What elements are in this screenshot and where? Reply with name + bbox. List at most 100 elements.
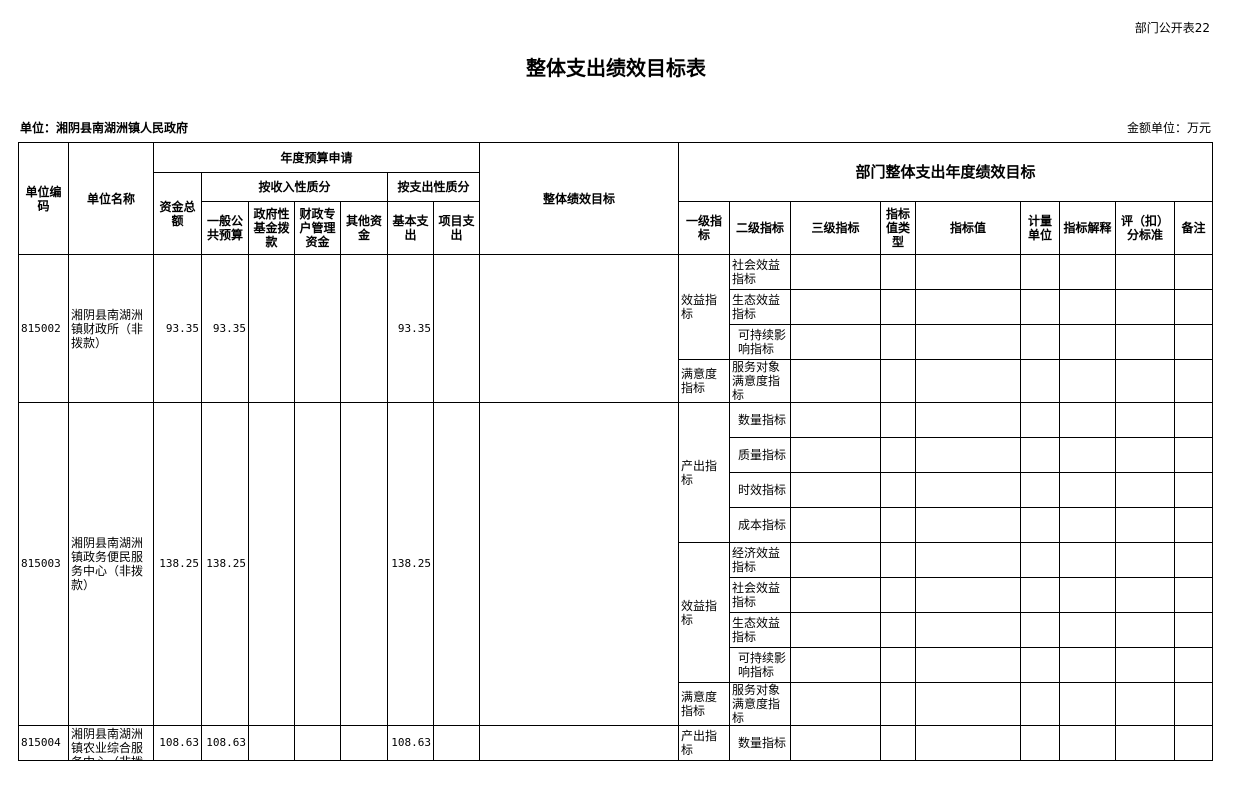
score-standard bbox=[1115, 289, 1176, 325]
header-name: 单位名称 bbox=[68, 142, 154, 255]
remark bbox=[1174, 612, 1214, 648]
indicator-value bbox=[915, 682, 1022, 726]
other-fund bbox=[340, 725, 388, 761]
value-type bbox=[880, 359, 917, 403]
indicator-explain bbox=[1059, 577, 1117, 613]
value-type bbox=[880, 507, 917, 543]
score-standard bbox=[1115, 542, 1176, 578]
lvl2-indicator: 社会效益指标 bbox=[729, 254, 792, 290]
table-row: 815002 湘阴县南湖洲镇财政所（非拨款） 93.35 93.35 93.35 效益指标… bbox=[18, 254, 1214, 403]
remark bbox=[1174, 472, 1214, 508]
header-special: 财政专户管理资金 bbox=[294, 201, 341, 255]
value-type bbox=[880, 542, 917, 578]
score-standard bbox=[1115, 507, 1176, 543]
lvl3-indicator bbox=[790, 647, 882, 683]
basic-expense: 138.25 bbox=[387, 402, 434, 726]
lvl3-indicator bbox=[790, 289, 882, 325]
lvl3-indicator bbox=[790, 359, 882, 403]
value-type bbox=[880, 402, 917, 438]
lvl3-indicator bbox=[790, 472, 882, 508]
measure-unit bbox=[1020, 289, 1061, 325]
lvl1-indicator: 效益指标 bbox=[678, 542, 731, 683]
value-type bbox=[880, 612, 917, 648]
remark bbox=[1174, 359, 1214, 403]
indicator-explain bbox=[1059, 507, 1117, 543]
header-lvl2: 二级指标 bbox=[729, 201, 792, 255]
value-type bbox=[880, 682, 917, 726]
indicator-value bbox=[915, 647, 1022, 683]
lvl2-indicator: 时效指标 bbox=[729, 472, 792, 508]
header-budget: 年度预算申请 bbox=[152, 142, 481, 173]
score-standard bbox=[1115, 402, 1176, 438]
table-row: 生态效益指标 bbox=[19, 612, 1214, 648]
remark bbox=[1174, 542, 1214, 578]
overall-goal bbox=[479, 725, 680, 761]
total-amount: 108.63 bbox=[153, 725, 202, 761]
unit-name: 湘阴县南湖洲镇农业综合服务中心（非拨款） bbox=[68, 725, 154, 761]
measure-unit bbox=[1020, 577, 1061, 613]
overall-goal bbox=[479, 402, 680, 726]
value-type bbox=[880, 472, 917, 508]
indicator-explain bbox=[1059, 472, 1117, 508]
lvl3-indicator bbox=[790, 542, 882, 578]
indicator-value bbox=[915, 542, 1022, 578]
special-fund bbox=[294, 725, 341, 761]
table-row: 满意度指标 服务对象满意度指标 bbox=[19, 682, 1214, 726]
lvl2-indicator: 经济效益指标 bbox=[729, 542, 792, 578]
header-explain: 指标解释 bbox=[1059, 201, 1117, 255]
indicator-explain bbox=[1059, 612, 1117, 648]
measure-unit bbox=[1020, 507, 1061, 543]
lvl1-indicator: 效益指标 bbox=[678, 254, 731, 360]
project-expense bbox=[432, 254, 481, 403]
indicator-explain bbox=[1059, 402, 1117, 438]
measure-unit bbox=[1020, 254, 1061, 290]
indicator-explain bbox=[1059, 254, 1117, 290]
header-by-expense: 按支出性质分 bbox=[386, 172, 481, 202]
lvl2-indicator: 可持续影响指标 bbox=[729, 647, 792, 683]
header-by-income: 按收入性质分 bbox=[201, 172, 388, 202]
header-lvl1: 一级指标 bbox=[678, 201, 731, 255]
score-standard bbox=[1115, 577, 1176, 613]
header-measure-unit: 计量单位 bbox=[1020, 201, 1061, 255]
total-amount: 138.25 bbox=[153, 402, 202, 726]
lvl2-indicator: 生态效益指标 bbox=[729, 612, 792, 648]
indicator-explain bbox=[1059, 542, 1117, 578]
unit-name-text: 湘阴县南湖洲镇政务便民服务中心（非拨款） bbox=[71, 536, 144, 592]
indicator-explain bbox=[1059, 324, 1117, 360]
gov-fund bbox=[248, 725, 295, 761]
score-standard bbox=[1115, 612, 1176, 648]
lvl2-indicator: 成本指标 bbox=[729, 507, 792, 543]
remark bbox=[1174, 577, 1214, 613]
unit-name: 湘阴县南湖洲镇政务便民服务中心（非拨款） bbox=[68, 402, 154, 726]
table-row: 生态效益指标 bbox=[19, 289, 1214, 325]
header-code: 单位编码 bbox=[18, 142, 69, 255]
value-type bbox=[880, 437, 917, 473]
table-row: 社会效益指标 bbox=[19, 577, 1214, 613]
lvl1-indicator: 满意度指标 bbox=[678, 359, 731, 403]
header-total: 资金总额 bbox=[153, 172, 202, 255]
indicator-explain bbox=[1059, 682, 1117, 726]
lvl3-indicator bbox=[790, 402, 882, 438]
value-type bbox=[880, 577, 917, 613]
indicator-explain bbox=[1059, 359, 1117, 403]
measure-unit bbox=[1020, 682, 1061, 726]
lvl2-indicator: 社会效益指标 bbox=[729, 577, 792, 613]
measure-unit bbox=[1020, 324, 1061, 360]
remark bbox=[1174, 725, 1214, 761]
header-project: 项目支出 bbox=[432, 201, 481, 255]
lvl3-indicator bbox=[790, 682, 882, 726]
table-row: 效益指标 经济效益指标 bbox=[19, 542, 1214, 683]
general-budget: 93.35 bbox=[201, 254, 249, 403]
indicator-value bbox=[915, 725, 1022, 761]
indicator-explain bbox=[1059, 647, 1117, 683]
remark bbox=[1174, 402, 1214, 438]
lvl2-indicator: 服务对象满意度指标 bbox=[729, 682, 792, 726]
score-standard bbox=[1115, 472, 1176, 508]
unit-name-text: 湘阴县南湖洲镇农业综合服务中心（非拨款） bbox=[71, 726, 144, 760]
other-fund bbox=[340, 402, 388, 726]
general-budget: 108.63 bbox=[201, 725, 249, 761]
lvl3-indicator bbox=[790, 612, 882, 648]
score-standard bbox=[1115, 725, 1176, 761]
indicator-explain bbox=[1059, 725, 1117, 761]
project-expense bbox=[432, 402, 481, 726]
